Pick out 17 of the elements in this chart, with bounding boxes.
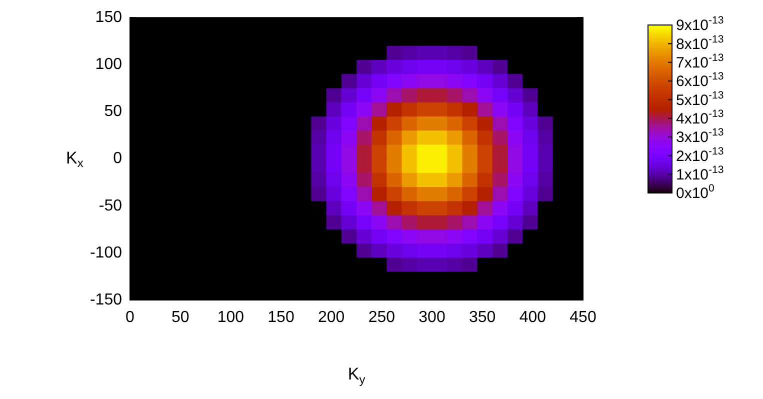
y-tick-label: -150 [90,291,122,308]
x-tick-label: 200 [318,309,345,326]
x-tick-label: 250 [368,309,396,326]
x-tick-label: 450 [570,309,596,326]
x-tick-label: 150 [268,309,294,326]
y-tick-label: -50 [98,197,122,214]
y-tick-label: 50 [104,103,122,120]
y-tick-label: -100 [90,244,122,262]
x-tick-label: 0 [126,309,135,326]
x-tick-label: 350 [468,309,496,326]
x-tick-label: 100 [217,309,244,326]
y-tick-label: 0 [113,150,122,168]
x-tick-label: 50 [171,309,190,326]
x-tick-label: 400 [519,309,546,326]
y-tick-label: 100 [95,56,122,74]
x-tick-label: 300 [418,309,446,326]
y-tick-label: 150 [95,9,122,26]
